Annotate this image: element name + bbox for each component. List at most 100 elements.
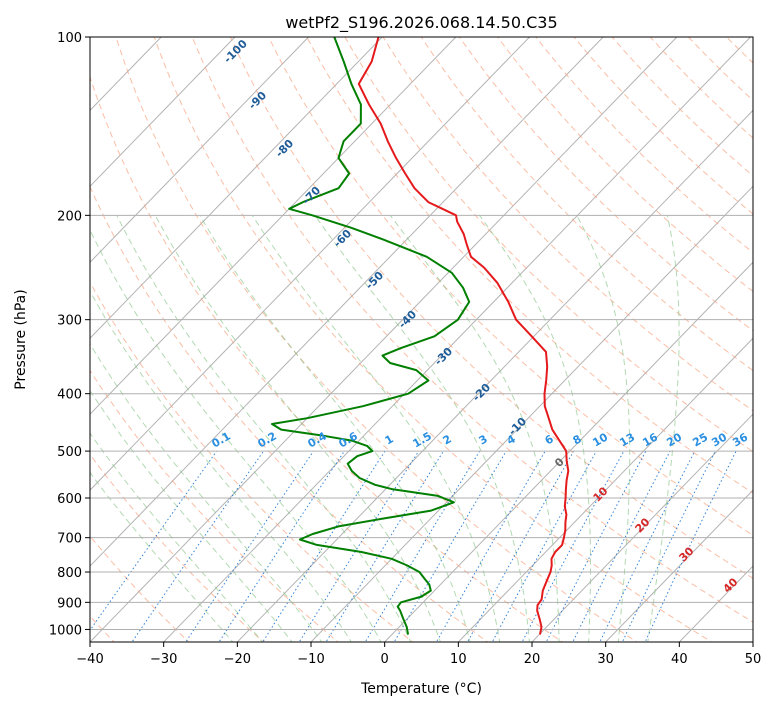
x-tick-label: −20 [224,652,251,667]
y-axis: 100 200 300 400 500 600 700 800 900 1000 [49,31,90,638]
mixing-ratio-line [393,450,507,642]
x-tick-label: 10 [450,652,467,667]
isotherm-line [90,37,236,188]
dry-adiabat-line [382,37,753,412]
dry-adiabat-line [153,37,713,642]
isotherm-line [0,37,14,642]
moist-adiabat-line [90,228,382,642]
pressure-gridlines [90,36,753,630]
mixing-ratio-line [435,450,546,642]
x-tick-label: −10 [297,652,324,667]
isotherm-label: -100 [221,37,250,66]
isotherm-label: 30 [677,544,697,564]
x-tick-label: 0 [381,652,389,667]
moist-adiabat-line [251,215,501,642]
x-axis: −40 −30 −20 −10 0 10 20 30 40 50 [76,642,761,667]
mixing-ratio-line [131,450,265,642]
mixing-ratio-line [298,450,420,642]
mixing-ratio-label: 36 [730,430,750,449]
isotherm-line [384,261,753,642]
mixing-ratio-label: 6 [543,432,556,447]
profile-curves [271,37,570,635]
y-tick-label: 1000 [49,623,82,638]
x-tick-label: 30 [597,652,614,667]
dry-adiabat-line [458,37,753,332]
mixing-ratio-line [90,450,218,632]
isotherm-label: 20 [633,515,653,535]
isotherm-line [605,489,753,642]
isotherm-label: -70 [300,184,323,207]
mixing-ratio-line [621,450,716,642]
mixing-ratio-label: 0.1 [210,429,233,450]
y-tick-label: 800 [57,566,82,581]
isotherm-line [236,109,753,642]
mixing-ratio-label: 0.6 [337,429,361,450]
isotherm-line [90,37,383,339]
dry-adiabat-line [344,37,753,453]
moist-adiabat-line [90,343,323,642]
mixing-ratio-line [545,450,647,642]
moist-adiabat-line [389,215,560,642]
moist-adiabat-line [576,215,631,642]
reference-lines [0,24,775,645]
mixing-ratio-line [599,450,696,642]
dry-adiabat-line [573,37,753,215]
temperature-line [357,37,570,635]
y-tick-label: 200 [57,209,82,224]
dry-adiabat-line [725,37,753,64]
mixing-ratio-label: 1 [383,432,396,447]
mixing-ratio-line [262,450,386,642]
dry-adiabat-line [535,37,753,254]
moist-adiabat-line [90,389,293,642]
x-tick-label: −40 [76,652,103,667]
isotherm-line [90,37,530,491]
isotherm-line [752,641,753,642]
mixing-ratio-line [325,450,444,642]
moist-adiabat-line [647,215,680,642]
x-tick-label: −30 [150,652,177,667]
isotherm-label: -80 [273,137,296,160]
isotherm-line [310,185,753,642]
isotherm-line [163,37,751,642]
y-tick-label: 500 [57,445,82,460]
mixing-ratio-line [491,450,597,642]
moist-adiabat-line [90,471,234,642]
y-tick-label: 400 [57,388,82,403]
mixing-ratio-label: 1.5 [411,429,434,450]
mixing-ratio-line [185,450,314,642]
y-tick-label: 300 [57,314,82,329]
moist-adiabat-line [199,215,471,642]
mixing-ratio-line [644,450,737,642]
mixing-ratio-label: 16 [640,430,660,449]
dry-adiabat-line [229,37,753,579]
y-axis-label: Pressure (hPa) [13,289,29,389]
mixing-ratio-label: 2 [441,432,454,447]
y-tick-label: 100 [57,31,82,46]
isotherm-line [90,37,604,567]
moist-adiabat-line [314,215,530,642]
isotherm-line [531,413,753,642]
plot-frame [89,36,754,643]
x-tick-label: 20 [524,652,541,667]
dry-adiabat-line [751,24,775,645]
moist-adiabat-line [154,215,441,642]
mixing-ratio-label: 3 [477,432,490,447]
dry-adiabat-line [90,281,414,642]
y-tick-label: 600 [57,492,82,507]
dry-adiabat-line [268,37,753,536]
mixing-ratio-label: 25 [690,431,710,450]
dry-adiabat-line [649,37,753,139]
moist-adiabat-line [479,215,591,642]
x-tick-label: 50 [745,652,762,667]
mixing-ratio-line [218,450,345,642]
dewpoint-line [271,37,471,635]
x-axis-label: Temperature (°C) [360,681,482,697]
mixing-ratio-label: 13 [617,431,637,450]
dry-adiabat-line [496,37,753,293]
y-tick-label: 900 [57,596,82,611]
moist-adiabat-line [116,215,412,642]
isotherm-label: -40 [396,308,419,331]
x-tick-label: 40 [671,652,688,667]
mixing-ratio-label: 20 [664,430,684,449]
